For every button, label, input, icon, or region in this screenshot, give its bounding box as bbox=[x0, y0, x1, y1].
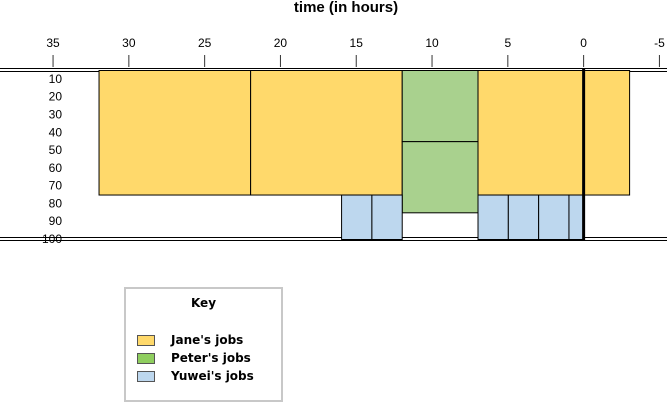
job-block-yuwei bbox=[507, 194, 540, 241]
key-label-jane: Jane's jobs bbox=[171, 333, 244, 347]
key-title: Key bbox=[190, 296, 217, 310]
row-label: 20 bbox=[49, 90, 63, 104]
key-swatch-peter bbox=[137, 352, 155, 364]
job-block-peter bbox=[401, 70, 479, 143]
row-label: 100 bbox=[42, 232, 62, 246]
row-label: 80 bbox=[49, 196, 63, 210]
key-item-peter: Peter's jobs bbox=[137, 351, 251, 365]
tick-label: 20 bbox=[274, 36, 288, 50]
tick-label: 30 bbox=[122, 36, 136, 50]
job-block-yuwei bbox=[341, 194, 373, 241]
job-block-yuwei bbox=[538, 194, 570, 241]
row-labels: 10 20 30 40 50 60 70 80 90 100 bbox=[42, 72, 62, 246]
key-swatch-yuwei bbox=[137, 370, 155, 382]
job-block-jane bbox=[98, 70, 252, 196]
key-label-peter: Peter's jobs bbox=[171, 351, 251, 365]
job-block-jane bbox=[250, 70, 403, 196]
row-label: 90 bbox=[49, 214, 63, 228]
tick-label: 0 bbox=[580, 36, 587, 50]
tick-label: 15 bbox=[350, 36, 364, 50]
axis-ticks: 35 30 25 20 15 10 5 0 -5 bbox=[46, 36, 665, 67]
axis-title: time (in hours) bbox=[294, 0, 398, 16]
row-label: 50 bbox=[49, 143, 63, 157]
key-item-jane: Jane's jobs bbox=[137, 333, 243, 347]
key-swatch-jane bbox=[137, 334, 155, 346]
tick-label: 25 bbox=[198, 36, 212, 50]
row-label: 10 bbox=[49, 72, 63, 86]
key-item-yuwei: Yuwei's jobs bbox=[137, 369, 254, 383]
tick-label: -5 bbox=[654, 36, 665, 50]
tick-label: 10 bbox=[425, 36, 439, 50]
job-block-peter bbox=[401, 141, 479, 214]
job-block-yuwei bbox=[568, 194, 585, 241]
key-label-yuwei: Yuwei's jobs bbox=[171, 369, 254, 383]
row-label: 40 bbox=[49, 125, 63, 139]
row-label: 60 bbox=[49, 161, 63, 175]
job-block-yuwei bbox=[371, 194, 403, 241]
key-legend: Key Jane's jobs Peter's jobs Yuwei's job… bbox=[124, 287, 283, 402]
tick-label: 35 bbox=[46, 36, 60, 50]
job-blocks bbox=[98, 70, 631, 241]
row-label: 30 bbox=[49, 107, 63, 121]
job-block-jane bbox=[477, 70, 631, 196]
tick-label: 5 bbox=[504, 36, 511, 50]
row-label: 70 bbox=[49, 179, 63, 193]
job-block-yuwei bbox=[477, 194, 509, 241]
